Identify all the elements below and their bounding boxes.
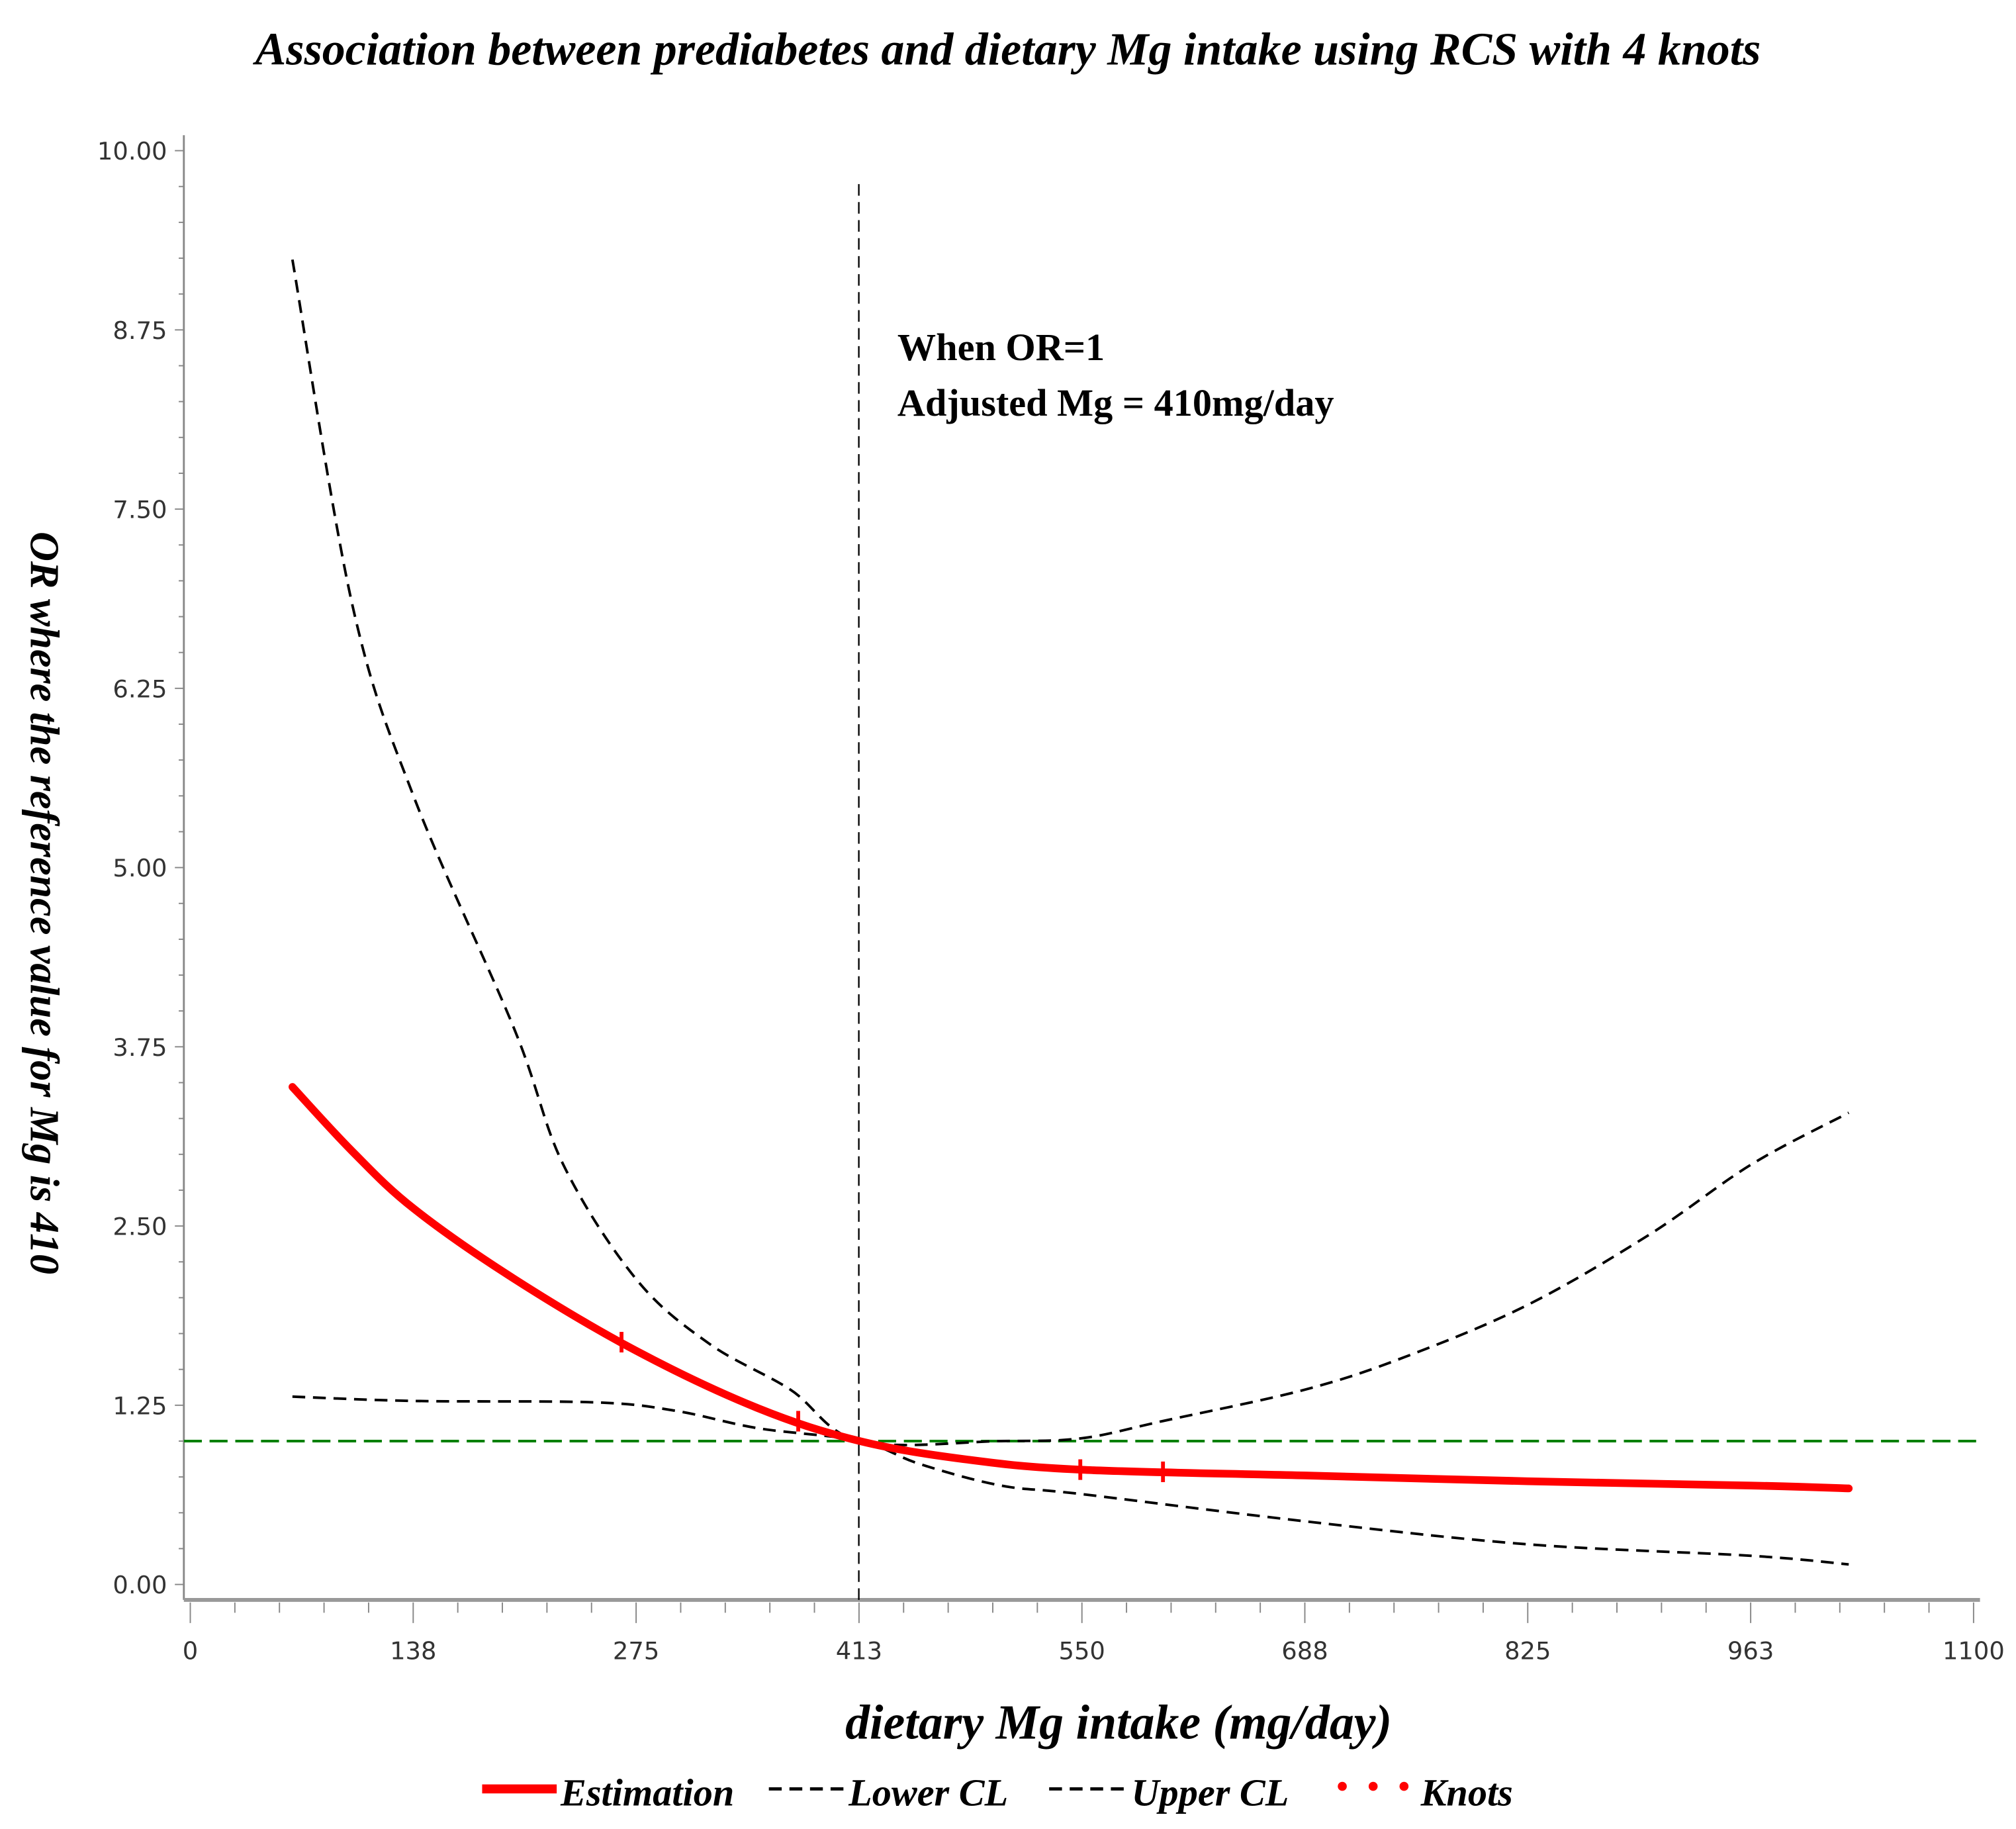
legend-upper-cl-label: Upper CL — [1131, 1771, 1289, 1814]
y-tick-label: 2.50 — [113, 1213, 167, 1241]
legend: Estimation Lower CL Upper CL Knots — [482, 1771, 1513, 1814]
x-tick-label: 825 — [1504, 1636, 1551, 1665]
annotation-line-2: Adjusted Mg = 410mg/day — [897, 381, 1334, 424]
series-estimation — [288, 1083, 1853, 1493]
y-tick-label: 8.75 — [113, 316, 167, 345]
y-tick-label: 10.00 — [97, 137, 167, 165]
legend-estimation-label: Estimation — [560, 1771, 734, 1814]
chart-title: Association between prediabetes and diet… — [253, 24, 1761, 75]
y-tick-label: 3.75 — [113, 1033, 167, 1062]
x-tick-label: 1100 — [1943, 1636, 2005, 1665]
y-tick-label: 7.50 — [113, 496, 167, 524]
x-tick-label: 963 — [1727, 1636, 1774, 1665]
y-tick-label: 0.00 — [113, 1571, 167, 1599]
x-tick-label: 275 — [613, 1636, 659, 1665]
annotation-line-1: When OR=1 — [897, 326, 1105, 369]
legend-knots-label: Knots — [1420, 1771, 1513, 1814]
x-tick-label: 0 — [183, 1636, 198, 1665]
reference-lines — [183, 184, 1980, 1600]
legend-lower-cl-label: Lower CL — [848, 1771, 1008, 1814]
x-axis-label: dietary Mg intake (mg/day) — [845, 1695, 1392, 1750]
series-upper-cl — [291, 259, 1850, 1446]
series-group — [288, 259, 1853, 1566]
x-tick-label: 413 — [836, 1636, 882, 1665]
series-lower-cl — [292, 1395, 1849, 1566]
y-tick-label: 6.25 — [113, 675, 167, 703]
axes: 0.00 1.25 2.50 3.75 5.00 6.25 7.50 8.75 10.00 0 13… — [97, 135, 2005, 1665]
x-tick-label: 688 — [1281, 1636, 1328, 1665]
x-tick-label: 550 — [1058, 1636, 1105, 1665]
y-tick-label: 1.25 — [113, 1391, 167, 1420]
legend-knots-swatch — [1338, 1781, 1409, 1791]
y-axis-label: OR where the reference value for Mg is 4… — [22, 532, 67, 1274]
y-tick-label: 5.00 — [113, 854, 167, 882]
x-tick-label: 138 — [390, 1636, 436, 1665]
